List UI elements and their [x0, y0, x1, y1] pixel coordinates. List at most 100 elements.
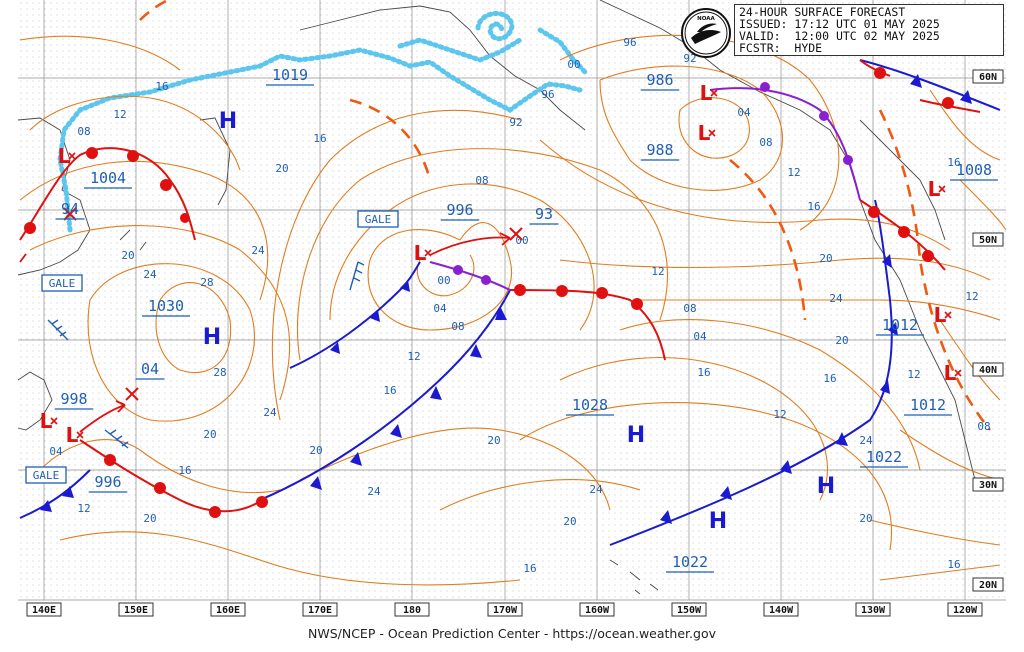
isobar-value: 20 [275, 162, 288, 175]
valid-time: VALID: 12:00 UTC 02 MAY 2025 [739, 29, 940, 43]
svg-text:NOAA: NOAA [697, 16, 715, 22]
isobar-value: 12 [773, 408, 786, 421]
pressure-value: 1030 [148, 297, 184, 315]
svg-text:60N: 60N [979, 72, 997, 83]
isobar-value: 96 [623, 36, 636, 49]
isobar-value: 24 [859, 434, 873, 447]
occluded-symbols [453, 82, 853, 285]
pressure-systems: H 1030 H 1028 H 1022 H 1022 H 1019 L 996 L 1004 L 998 L 9… [40, 66, 998, 573]
isobar-value: 12 [407, 350, 420, 363]
pressure-value: 1022 [866, 448, 902, 466]
isobar-value: 08 [977, 420, 990, 433]
pressure-value: 1012 [910, 396, 946, 414]
wind-barbs [47, 261, 365, 449]
gale-warning-box: GALE [25, 466, 67, 484]
longitude-label: 140W [763, 602, 799, 617]
high-pressure-center: H 1030 [142, 297, 221, 350]
svg-text:40N: 40N [979, 365, 997, 376]
svg-text:GALE: GALE [33, 469, 60, 482]
isobar-value: 20 [121, 249, 134, 262]
isobar-value: 12 [907, 368, 920, 381]
isobar-value: 20 [143, 512, 156, 525]
isobar-value: 08 [475, 174, 488, 187]
isobar-value: 08 [759, 136, 772, 149]
isobar-value: 16 [155, 80, 168, 93]
isobar-value: 04 [693, 330, 707, 343]
low-pressure-center: L 998 [40, 390, 94, 433]
isobar-value: 16 [383, 384, 396, 397]
isobar-value: 24 [263, 406, 277, 419]
longitude-label: 150E [118, 602, 154, 617]
low-pressure-center: L 996 [66, 423, 128, 493]
isobar-value: 92 [509, 116, 522, 129]
latitude-label: 50N [972, 232, 1004, 247]
isobar-value: 16 [313, 132, 326, 145]
longitude-label: 160E [210, 602, 246, 617]
svg-text:H: H [709, 509, 727, 534]
svg-text:L: L [698, 121, 711, 145]
svg-text:H: H [627, 423, 645, 448]
isobar-value: 16 [697, 366, 710, 379]
svg-text:H: H [817, 474, 835, 499]
isobar-value: 00 [567, 58, 580, 71]
high-pressure-center: H 1022 [666, 509, 727, 573]
svg-text:L: L [40, 409, 53, 433]
svg-text:L: L [944, 361, 957, 385]
low-pressure-center: L 988 [640, 121, 716, 161]
isobar-value: 96 [541, 88, 554, 101]
svg-text:120W: 120W [953, 605, 978, 616]
isobar-value: 04 [433, 302, 447, 315]
svg-text:170W: 170W [493, 605, 518, 616]
longitude-label: 140E [26, 602, 62, 617]
isobar-value: 28 [213, 366, 226, 379]
footer-credit: NWS/NCEP - Ocean Prediction Center - htt… [308, 626, 716, 641]
pressure-value: 988 [646, 141, 673, 159]
pressure-value: 998 [60, 390, 87, 408]
svg-text:160E: 160E [216, 605, 240, 616]
cold-front-barbs [40, 74, 972, 524]
isobar-value: 16 [523, 562, 536, 575]
pressure-value: 1022 [672, 553, 708, 571]
isobar-value: 04 [737, 106, 751, 119]
isobar-value: 12 [965, 290, 978, 303]
svg-text:L: L [934, 303, 947, 327]
low-pressure-center: L 1012 [876, 303, 952, 336]
isobar-value: 20 [309, 444, 322, 457]
isobar-value: 00 [437, 274, 450, 287]
low-pressure-center: 04 [125, 360, 165, 401]
pressure-value: 996 [94, 473, 121, 491]
isobar-value: 16 [823, 372, 836, 385]
pressure-value: 986 [646, 71, 673, 89]
svg-text:H: H [219, 109, 237, 134]
isobar-labels: 16 12 08 20 24 28 04 00 96 92 16 20 24 28 24 20 16 12 08 04… [49, 36, 990, 575]
issued-time: ISSUED: 17:12 UTC 01 MAY 2025 [739, 17, 940, 31]
svg-text:180: 180 [403, 605, 421, 616]
svg-text:L: L [928, 177, 941, 201]
isobar-value: 16 [947, 558, 960, 571]
occluded-fronts [429, 87, 861, 291]
pressure-value: 94 [61, 200, 79, 218]
pressure-value: 04 [141, 360, 159, 378]
pressure-value: 1028 [572, 396, 608, 414]
longitude-label: 150W [671, 602, 707, 617]
high-pressure-center: H 1019 [219, 66, 314, 134]
latitude-label: 60N [972, 69, 1004, 84]
isobar-value: 12 [787, 166, 800, 179]
isobar-value: 24 [589, 483, 603, 496]
isobar-value: 20 [835, 334, 848, 347]
isobar-value: 08 [77, 125, 90, 138]
svg-text:20N: 20N [979, 580, 997, 591]
isobar-value: 28 [200, 276, 213, 289]
isobar-value: 16 [178, 464, 191, 477]
pressure-value: 1019 [272, 66, 308, 84]
noaa-logo-icon: NOAA [681, 8, 731, 58]
isobar-value: 20 [487, 434, 500, 447]
gale-warning-box: GALE [41, 274, 83, 292]
svg-text:H: H [203, 325, 221, 350]
pressure-value: 1004 [90, 169, 126, 187]
svg-text:150W: 150W [677, 605, 702, 616]
isobar-value: 12 [651, 265, 664, 278]
isobar-value: 24 [367, 485, 381, 498]
storm-tracks [19, 232, 511, 433]
